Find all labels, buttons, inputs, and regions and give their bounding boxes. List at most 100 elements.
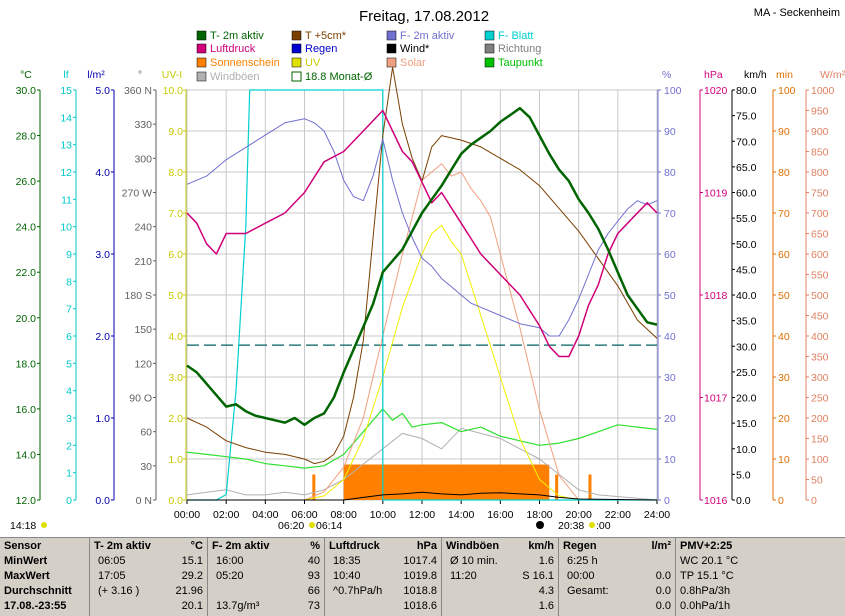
axis-tick-label: 10 [60, 222, 72, 234]
axis-tick-label: 2 [66, 440, 72, 452]
axis-tick-label: 0.0 [95, 495, 110, 507]
weather-chart: Freitag, 17.08.2012 MA - Seckenheim T- 2… [10, 7, 845, 532]
axis-tick-label: 6.0 [168, 249, 183, 261]
axis-tick-label: 70.0 [736, 136, 757, 148]
axis-tick-label: 90 [778, 126, 790, 138]
axis-tick-label: 5.0 [95, 85, 110, 97]
axis-tick-label: 210 [134, 256, 152, 268]
stats-unit: km/h [528, 540, 554, 552]
axis-tick-label: 650 [811, 229, 829, 241]
series-line-t-5cm [186, 66, 658, 465]
axis-unit-label: l/m² [87, 69, 105, 81]
axis-tick-label: 80 [778, 167, 790, 179]
axis-tick-label: 13 [60, 140, 72, 152]
sunshine-bar [555, 474, 559, 500]
axis-tick-label: 200 [811, 413, 829, 425]
legend-swatch [291, 30, 302, 41]
stats-time: 13.7g/m³ [216, 600, 260, 612]
axis-tick-label: 25.0 [736, 367, 757, 379]
axis-tick-label: 1 [66, 468, 72, 480]
stats-time: Ø 10 min. [450, 555, 498, 567]
axis-tick-label: 3.0 [95, 249, 110, 261]
axis-tick-label: 950 [811, 106, 829, 118]
series-line-f-blatt [187, 89, 657, 501]
axis-tick-label: 700 [811, 208, 829, 220]
axis-tick-label: 180 S [125, 290, 152, 302]
sun-icon [41, 522, 47, 528]
stats-value: 66 [307, 585, 320, 597]
legend-label: T- 2m aktiv [210, 30, 264, 42]
stats-time: 06:05 [98, 555, 126, 567]
stats-value: 0.0 [655, 585, 671, 597]
axis-tick-label: 70 [664, 208, 676, 220]
axis-tick-label: 1.0 [168, 454, 183, 466]
sunrise-icon [309, 522, 315, 528]
series-line-f-2m-aktiv [186, 118, 658, 337]
stats-header: Windböen [446, 540, 500, 552]
axis-tick-label: 20 [778, 413, 790, 425]
legend-swatch [291, 43, 302, 54]
axis-unit-label: % [662, 69, 671, 81]
axis-tick-label: 800 [811, 167, 829, 179]
stats-wind-column: Windböen km/h Ø 10 min. 1.6 11:20 S 16.1 4.… [442, 538, 559, 616]
sunshine-bar [588, 474, 592, 500]
axis-tick-label: 40.0 [736, 290, 757, 302]
axis-tick-label: 0 N [136, 495, 152, 507]
x-axis-tick-label: 22:00 [605, 509, 631, 521]
axis-unit-label: ° [138, 69, 142, 81]
axis-tick-label: 30 [664, 372, 676, 384]
x-axis-tick-label: 16:00 [487, 509, 513, 521]
axis-tick-label: 11 [61, 194, 72, 206]
axis-tick-label: 75.0 [736, 111, 757, 123]
stats-unit: °C [190, 540, 203, 552]
axis-tick-label: 0 [66, 495, 72, 507]
x-axis-tick-label: 06:00 [291, 509, 317, 521]
x-axis-tick-label: 18:00 [526, 509, 552, 521]
legend-label: F- 2m aktiv [400, 30, 455, 42]
axis-tick-label: 5.0 [168, 290, 183, 302]
axis-tick-label: 24.0 [16, 222, 37, 234]
stats-pmv-column: PMV+2:25 WC 20.1 °C TP 15.1 °C 0.8hPa/3h… [676, 538, 845, 616]
axis-tick-label: 40 [778, 331, 790, 343]
legend-swatch [291, 57, 302, 68]
axis-tick-label: 28.0 [16, 131, 37, 143]
stats-value: TP 15.1 °C [680, 570, 734, 582]
axis-tick-label: 6 [66, 331, 72, 343]
axis-tick-label: 550 [811, 270, 829, 282]
legend-label: F- Blatt [498, 30, 533, 42]
stats-header: F- 2m aktiv [212, 540, 270, 552]
stats-value: 0.0 [655, 570, 671, 582]
legend-swatch [386, 57, 397, 68]
x-axis-tick-label: 20:00 [566, 509, 592, 521]
axis-tick-label: 5 [66, 358, 72, 370]
stats-row-label: MinWert [4, 555, 48, 567]
sunset-label: 20:38 [558, 520, 584, 532]
x-axis-tick-label: 10:00 [370, 509, 396, 521]
axis-tick-label: 80 [664, 167, 676, 179]
axis-tick-label: 15 [60, 85, 72, 97]
axis-tick-label: 9 [66, 249, 72, 261]
x-axis-tick-label: 02:00 [213, 509, 239, 521]
axis-tick-label: 9.0 [168, 126, 183, 138]
axis-tick-label: 80.0 [736, 85, 757, 97]
series-line-taupunkt [186, 408, 658, 469]
axis-tick-label: 26.0 [16, 176, 37, 188]
axis-unit-label: W/m² [820, 69, 845, 81]
stats-header: Regen [563, 540, 597, 552]
axis-tick-label: 12 [60, 167, 72, 179]
legend-swatch [386, 30, 397, 41]
x-axis-tick-label: 24:00 [644, 509, 670, 521]
stats-header: Luftdruck [329, 540, 380, 552]
sunshine-bar [312, 474, 316, 500]
axis-tick-label: 0.0 [736, 495, 751, 507]
legend-label: Taupunkt [498, 57, 543, 69]
axis-tick-label: 450 [811, 311, 829, 323]
series-line-windb-en [186, 427, 658, 501]
sunset-icon [589, 522, 595, 528]
stats-value: 73 [307, 600, 320, 612]
series-line-luftdruck [186, 109, 658, 358]
legend-label: Windböen [210, 71, 260, 83]
axis-tick-label: 30.0 [736, 341, 757, 353]
stats-value: 0.8hPa/3h [680, 585, 731, 597]
stats-time: 17:05 [98, 570, 126, 582]
